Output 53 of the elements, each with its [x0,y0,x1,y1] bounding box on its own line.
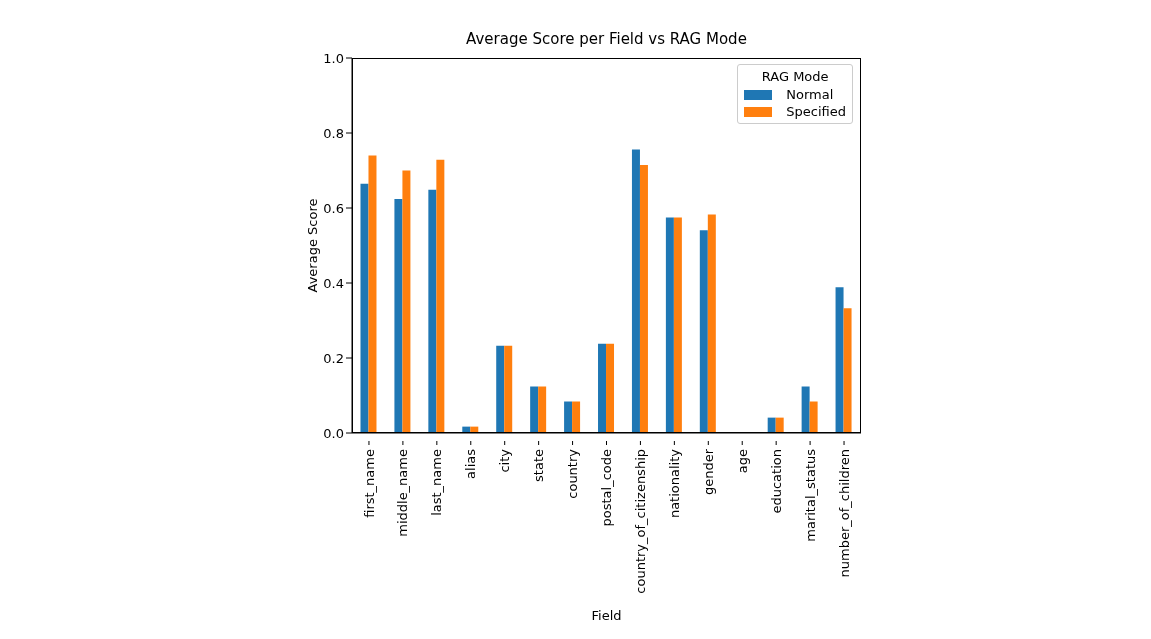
legend-title: RAG Mode [760,69,830,84]
legend-label: Specified [786,104,846,119]
bar [665,217,674,433]
bar [631,149,640,433]
y-tick-label: 0.6 [323,200,344,216]
y-tick-label: 0.4 [323,275,344,291]
x-tick-label: city [497,448,513,473]
bar [809,401,818,433]
bar [775,417,784,433]
x-tick-label: number_of_children [836,449,852,578]
bar [368,155,377,433]
x-tick-label: first_name [361,449,377,518]
bar [530,386,539,433]
bar [673,217,682,433]
bar [606,343,615,433]
bar [767,417,776,433]
x-axis-title: Field [591,608,622,623]
bar [639,164,648,433]
bar [843,308,852,433]
x-tick-label: postal_code [599,449,615,527]
bar [801,386,810,433]
legend-label: Normal [786,87,834,102]
bar [504,345,513,433]
bar [572,401,581,433]
y-tick-label: 0.8 [323,125,344,141]
x-tick-label: country [565,448,581,499]
bar [402,170,411,433]
x-tick-label: alias [463,448,479,479]
bar [564,401,573,433]
x-tick-label: middle_name [395,449,411,537]
chart-title: Average Score per Field vs RAG Mode [465,30,748,48]
bar [707,214,716,433]
y-axis-title: Average Score [304,198,320,293]
bar [598,343,607,433]
x-tick-label: age [734,449,750,474]
bar [699,230,708,433]
x-tick-label: gender [700,448,716,496]
x-tick-label: education [768,449,784,514]
bar [428,189,437,433]
bar [538,386,547,433]
x-tick-label: country_of_citizenship [632,449,648,594]
bar [360,183,369,433]
x-tick-label: last_name [429,449,445,516]
x-tick-label: nationality [666,448,682,519]
x-tick-label: state [531,449,547,482]
y-tick-label: 0.2 [323,350,344,366]
y-tick-label: 1.0 [323,50,344,66]
y-tick-label: 0.0 [323,425,344,441]
bar [835,287,844,433]
bar [394,199,403,433]
x-tick-label: marital_status [802,448,818,542]
bar [436,159,445,433]
bar [496,345,505,433]
